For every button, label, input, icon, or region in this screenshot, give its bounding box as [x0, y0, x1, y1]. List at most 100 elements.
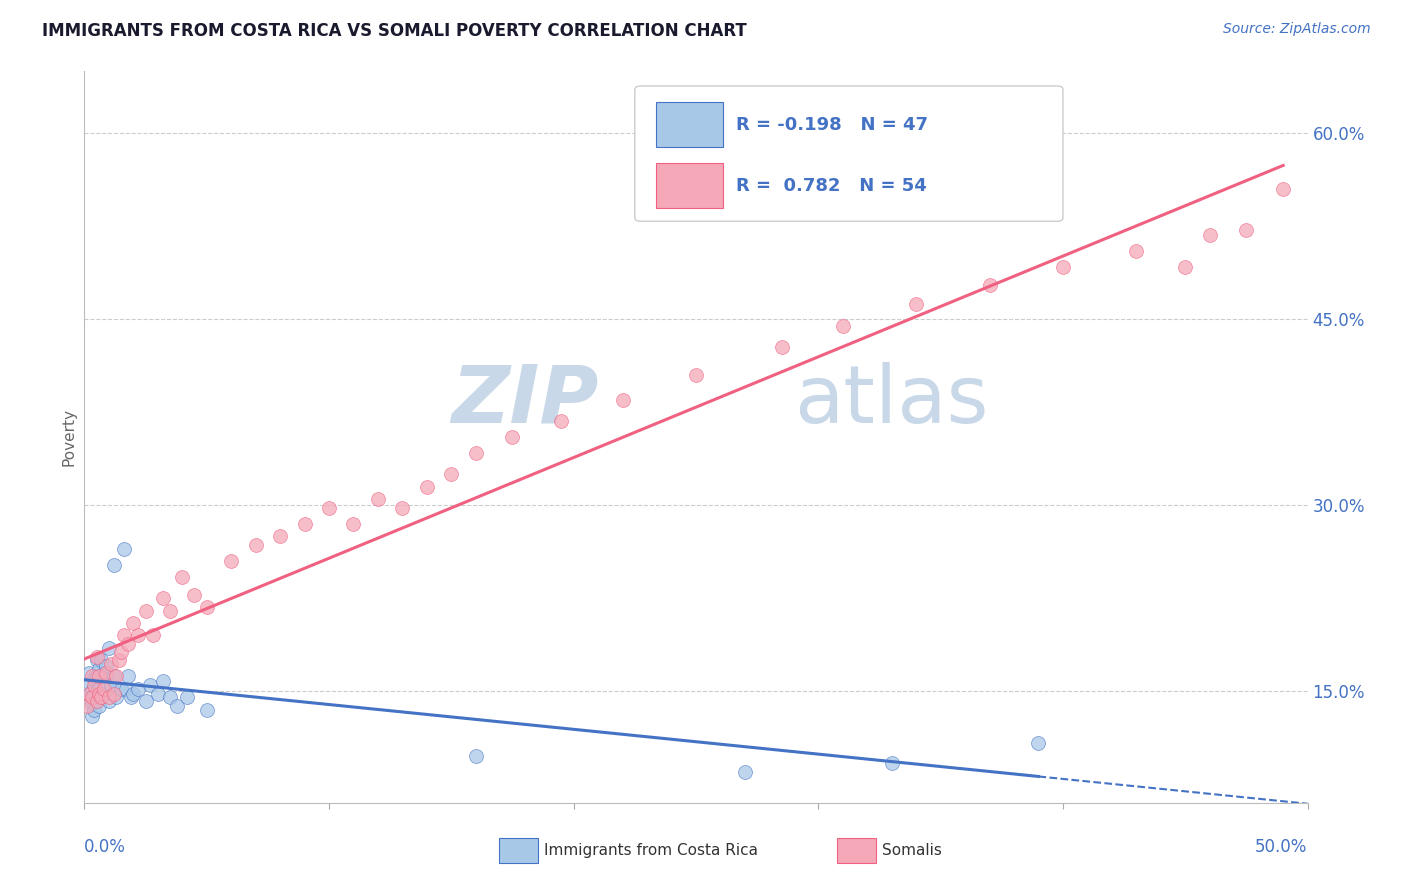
- Bar: [655, 163, 723, 208]
- Point: [87, 681, 110, 696]
- Point: [112, 628, 135, 642]
- Point: [416, 480, 439, 494]
- Point: [122, 615, 145, 630]
- Point: [120, 690, 142, 705]
- Point: [100, 657, 122, 671]
- Point: [342, 516, 364, 531]
- Point: [96, 665, 118, 680]
- Point: [550, 414, 572, 428]
- Point: [1028, 736, 1050, 750]
- Point: [770, 340, 793, 354]
- Point: [80, 684, 103, 698]
- Point: [612, 392, 634, 407]
- Point: [110, 681, 132, 696]
- Text: 50.0%: 50.0%: [1256, 838, 1308, 855]
- Text: R = -0.198   N = 47: R = -0.198 N = 47: [737, 116, 928, 134]
- Point: [464, 446, 486, 460]
- Point: [502, 430, 524, 444]
- Point: [219, 554, 242, 568]
- Point: [367, 491, 389, 506]
- Point: [103, 558, 125, 572]
- Point: [83, 703, 105, 717]
- Point: [166, 699, 188, 714]
- Point: [77, 678, 100, 692]
- Point: [86, 669, 108, 683]
- Point: [127, 681, 149, 696]
- Point: [152, 674, 174, 689]
- Point: [979, 277, 1001, 292]
- Point: [142, 628, 165, 642]
- Point: [83, 687, 105, 701]
- Point: [105, 669, 128, 683]
- Text: Source: ZipAtlas.com: Source: ZipAtlas.com: [1223, 22, 1371, 37]
- Point: [1125, 244, 1147, 259]
- Point: [831, 318, 853, 333]
- Point: [93, 665, 115, 680]
- Point: [87, 669, 110, 683]
- Point: [86, 649, 108, 664]
- Text: ZIP: ZIP: [451, 361, 598, 440]
- Point: [1236, 223, 1258, 237]
- Point: [440, 467, 463, 482]
- Point: [1272, 182, 1295, 196]
- Point: [183, 588, 205, 602]
- Point: [880, 756, 903, 771]
- Point: [97, 690, 120, 705]
- Point: [172, 570, 194, 584]
- Point: [87, 662, 110, 676]
- Point: [135, 694, 157, 708]
- Point: [77, 665, 100, 680]
- Point: [86, 684, 108, 698]
- Point: [245, 538, 267, 552]
- Point: [122, 687, 145, 701]
- Point: [905, 297, 928, 311]
- Point: [80, 669, 103, 683]
- Point: [83, 678, 105, 692]
- Point: [83, 672, 105, 686]
- Point: [97, 694, 120, 708]
- Point: [318, 500, 340, 515]
- Text: atlas: atlas: [794, 361, 988, 440]
- Text: IMMIGRANTS FROM COSTA RICA VS SOMALI POVERTY CORRELATION CHART: IMMIGRANTS FROM COSTA RICA VS SOMALI POV…: [42, 22, 747, 40]
- Point: [146, 687, 169, 701]
- Point: [77, 687, 100, 701]
- Text: R =  0.782   N = 54: R = 0.782 N = 54: [737, 177, 927, 194]
- Point: [110, 644, 132, 658]
- Text: Immigrants from Costa Rica: Immigrants from Costa Rica: [544, 843, 758, 857]
- Point: [86, 694, 108, 708]
- Point: [195, 703, 218, 717]
- Point: [93, 681, 115, 696]
- Point: [90, 653, 112, 667]
- Point: [135, 604, 157, 618]
- Point: [1174, 260, 1197, 275]
- Point: [96, 659, 118, 673]
- Point: [139, 678, 162, 692]
- Point: [100, 678, 122, 692]
- Point: [76, 699, 98, 714]
- Point: [103, 687, 125, 701]
- Point: [294, 516, 316, 531]
- Point: [93, 687, 115, 701]
- Point: [464, 748, 486, 763]
- Point: [90, 690, 112, 705]
- Point: [117, 637, 139, 651]
- Point: [115, 681, 138, 696]
- FancyBboxPatch shape: [636, 86, 1063, 221]
- Point: [152, 591, 174, 606]
- Point: [159, 690, 181, 705]
- Point: [80, 690, 103, 705]
- Point: [685, 368, 707, 383]
- Point: [159, 604, 181, 618]
- Point: [127, 628, 149, 642]
- Point: [112, 541, 135, 556]
- Point: [87, 687, 110, 701]
- Text: 0.0%: 0.0%: [84, 838, 127, 855]
- Point: [76, 690, 98, 705]
- Point: [1052, 260, 1074, 275]
- Point: [391, 500, 413, 515]
- Point: [734, 764, 756, 779]
- Point: [97, 640, 120, 655]
- Point: [176, 690, 198, 705]
- Point: [96, 678, 118, 692]
- Point: [86, 653, 108, 667]
